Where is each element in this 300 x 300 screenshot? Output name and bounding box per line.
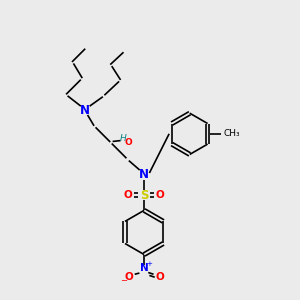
Text: S: S [140,188,148,202]
Text: O: O [155,272,164,282]
Text: O: O [156,190,165,200]
Text: O: O [124,272,133,282]
Text: N: N [80,104,90,117]
Text: N: N [139,168,149,181]
Text: O: O [124,138,132,147]
Text: N: N [140,263,148,273]
Text: +: + [146,261,152,267]
Text: CH₃: CH₃ [224,129,240,138]
Text: O: O [124,190,132,200]
Text: H: H [120,134,127,143]
Text: −: − [120,276,127,285]
